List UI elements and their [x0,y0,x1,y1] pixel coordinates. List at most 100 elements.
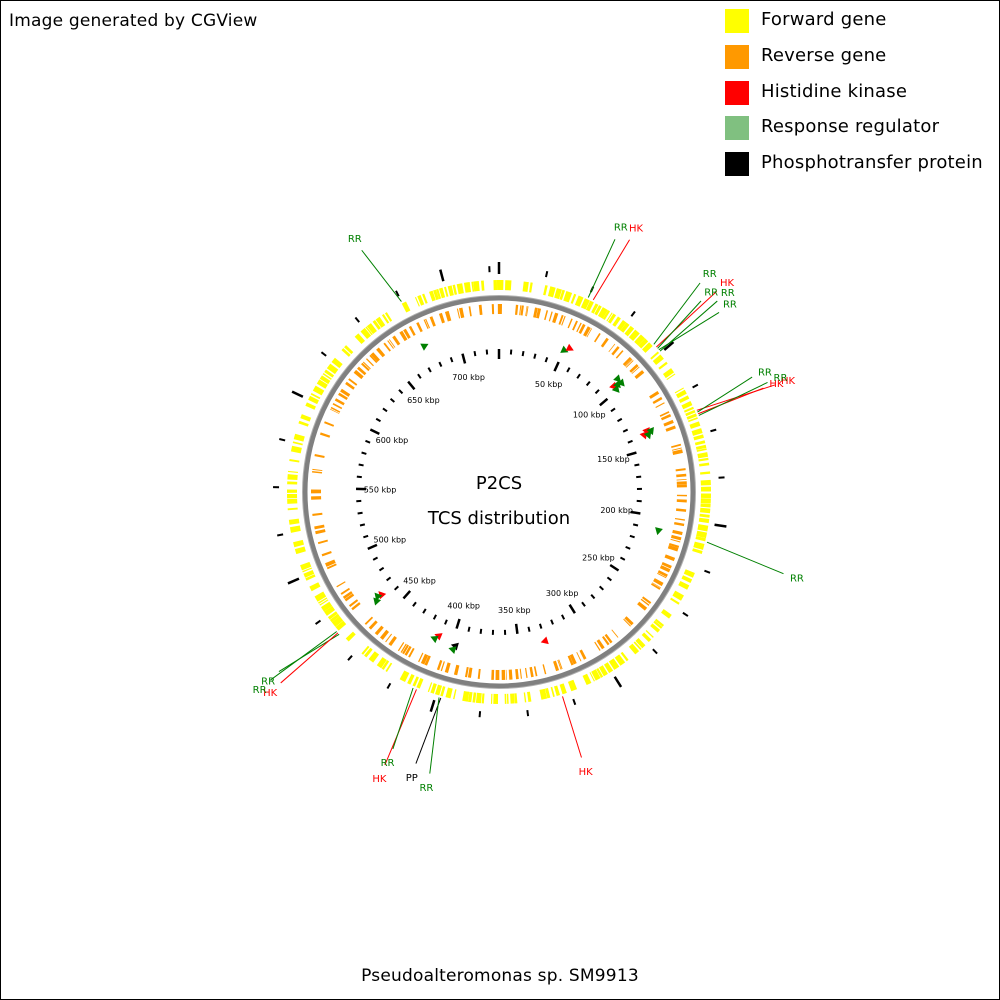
forward-gene-feature [678,395,690,404]
forward-gene-feature [417,295,425,306]
forward-gene-feature [293,433,305,442]
forward-gene-feature [289,525,301,533]
reverse-gene-feature [600,337,609,348]
outer-tick [692,383,699,389]
reverse-gene-feature [671,443,682,449]
forward-gene-feature [589,672,595,682]
callout-label-hk: HK [263,688,278,699]
forward-gene-feature [401,301,411,313]
inner-tick [455,618,461,629]
forward-gene-feature [554,288,562,300]
callout-line [384,689,417,766]
reverse-gene-feature [315,529,326,535]
reverse-gene-feature [661,562,672,569]
callout-line [280,632,339,684]
inner-tick [609,563,620,572]
forward-gene-feature [591,669,601,681]
tick-label: 500 kbp [374,535,407,544]
forward-gene-feature [302,567,313,573]
forward-gene-feature [456,283,464,295]
forward-gene-feature [574,295,584,307]
callout-line [657,300,702,349]
forward-gene-feature [360,327,372,340]
forward-gene-feature [699,513,710,518]
inner-tick [632,523,639,527]
forward-gene-feature [547,286,556,298]
reverse-gene-feature [429,316,436,327]
reverse-gene-feature [491,669,495,680]
reverse-gene-feature [542,664,547,675]
reverse-gene-feature [536,308,542,319]
forward-gene-feature [416,678,424,689]
callout-label-rr: RR [703,269,717,280]
reverse-gene-feature [351,602,361,611]
forward-gene-feature [303,569,315,578]
reverse-gene-feature [326,563,337,570]
reverse-gene-feature [438,312,445,324]
callout-label-pp: PP [406,773,418,784]
callout-label-rr: RR [261,676,275,687]
forward-gene-feature [504,280,512,291]
reverse-gene-feature [408,325,416,336]
forward-gene-feature [496,280,499,291]
legend-label: Phosphotransfer protein [761,152,983,173]
reverse-gene-feature [336,581,346,588]
reverse-gene-feature [425,318,430,329]
forward-gene-feature [385,662,393,672]
forward-gene-feature [381,314,390,324]
forward-gene-feature [288,518,300,525]
tick-label: 700 kbp [452,373,485,382]
forward-gene-feature [559,289,566,301]
inner-tick [358,463,364,467]
inner-tick [616,417,623,423]
forward-gene-feature [635,638,646,649]
inner-tick [402,590,412,600]
forward-gene-feature [693,434,704,441]
reverse-gene-feature [478,304,483,316]
outer-tick [291,390,304,398]
reverse-gene-feature [368,620,378,630]
reverse-gene-feature [388,635,397,647]
callout-line [706,541,784,575]
forward-gene-feature [662,368,675,379]
reverse-gene-feature [659,565,671,573]
tick-label: 150 kbp [597,455,630,464]
tcs-marker [430,635,439,644]
reverse-gene-feature [338,392,348,401]
forward-gene-feature [695,536,706,542]
forward-gene-feature [638,338,649,349]
legend-swatch-forward-gene [725,9,749,33]
inner-tick [527,626,531,632]
forward-gene-feature [300,561,312,571]
forward-gene-feature [514,693,518,704]
reverse-gene-feature [314,524,325,530]
reverse-gene-feature [676,484,687,488]
outer-tick [287,577,300,585]
reverse-gene-feature [650,583,661,590]
outer-tick [630,310,636,317]
forward-gene-feature [596,667,604,678]
forward-gene-feature [399,670,410,683]
reverse-gene-feature [508,669,513,680]
forward-gene-feature [661,609,672,619]
reverse-gene-feature [622,356,632,366]
forward-gene-feature [309,582,321,592]
forward-gene-feature [381,660,390,670]
forward-gene-feature [376,657,387,669]
callout-line [361,249,402,302]
forward-gene-feature [612,316,621,327]
reverse-gene-feature [671,447,682,451]
forward-gene-feature [652,354,664,366]
reverse-gene-feature [501,669,506,680]
forward-gene-feature [365,326,373,336]
forward-gene-feature [467,691,473,703]
reverse-gene-feature [379,629,390,640]
forward-gene-feature [310,392,321,400]
reverse-gene-feature [586,328,593,338]
reverse-gene-feature [515,669,519,680]
reverse-gene-feature [567,318,573,329]
forward-gene-feature [506,693,509,704]
reverse-gene-feature [524,667,528,678]
reverse-gene-feature [402,644,409,655]
reverse-gene-feature [670,534,682,541]
